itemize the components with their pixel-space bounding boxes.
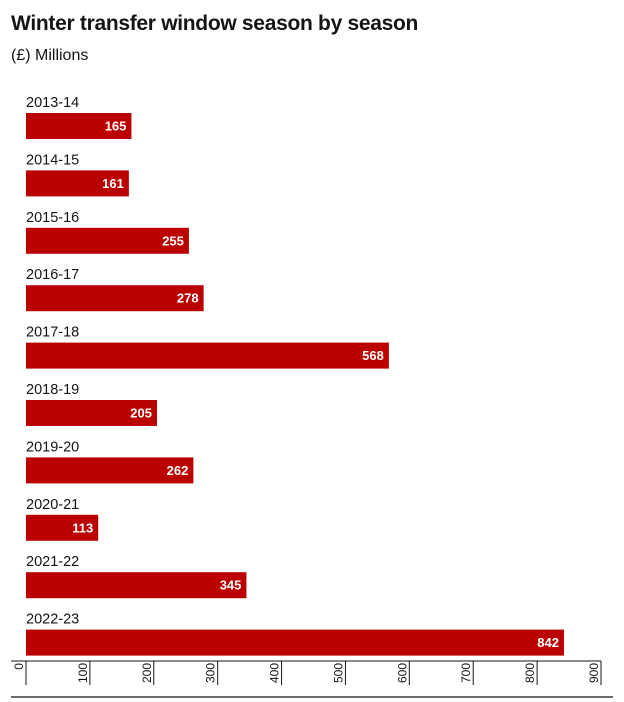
value-label: 165: [105, 119, 127, 134]
value-label: 262: [167, 463, 189, 478]
bar: [26, 113, 132, 139]
value-label: 842: [537, 635, 559, 650]
bar: [26, 457, 194, 484]
category-label: 2019-20: [26, 439, 79, 455]
bar: [26, 227, 189, 254]
x-tick-label: 800: [523, 663, 537, 683]
bar: [26, 400, 157, 426]
x-axis: 0 100 200 300 400 500 600 700 800 900: [11, 660, 613, 698]
chart-title: Winter transfer window season by season: [11, 12, 419, 35]
category-label: 2017-18: [26, 325, 79, 341]
bar: [26, 514, 99, 541]
category-label: 2022-23: [26, 612, 79, 628]
chart-subtitle: (£) Millions: [11, 47, 89, 64]
x-tick-label: 400: [268, 663, 282, 683]
bar: [26, 342, 389, 369]
value-label: 568: [362, 348, 384, 363]
category-label: 2018-19: [26, 382, 79, 398]
x-tick-label: 900: [587, 663, 601, 683]
value-label: 345: [220, 578, 242, 593]
value-label: 113: [72, 520, 93, 535]
category-label: 2015-16: [26, 210, 79, 226]
bars-layer: 2013-14 165 2014-15 161 2015-16 255 2016-17 278…: [26, 95, 564, 656]
bar: [26, 629, 564, 656]
value-label: 205: [130, 406, 152, 421]
value-label: 161: [102, 176, 124, 191]
x-tick-label: 100: [76, 663, 90, 683]
value-label: 255: [162, 233, 184, 248]
category-label: 2020-21: [26, 497, 79, 513]
category-label: 2013-14: [26, 95, 79, 111]
bar: [26, 285, 204, 312]
value-label: 278: [177, 291, 199, 306]
bar: [26, 170, 129, 197]
x-tick-label: 600: [395, 663, 409, 683]
x-tick-label: 500: [331, 663, 345, 683]
category-label: 2016-17: [26, 267, 79, 283]
x-tick-label: 0: [12, 663, 26, 670]
category-label: 2021-22: [26, 554, 79, 570]
x-tick-label: 700: [459, 663, 473, 683]
x-tick-label: 300: [204, 663, 218, 683]
category-label: 2014-15: [26, 152, 79, 168]
x-tick-label: 200: [140, 663, 154, 683]
bar: [26, 572, 247, 599]
